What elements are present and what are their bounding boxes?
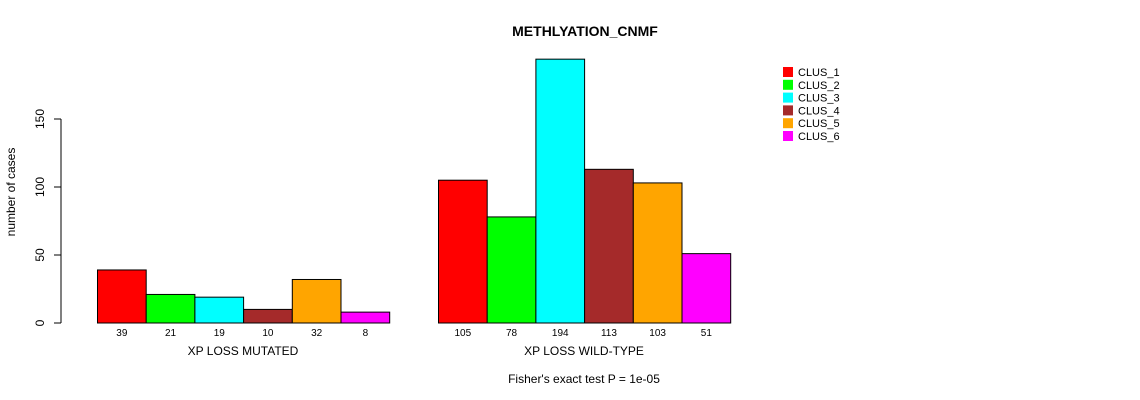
bar-clus-5-group-2 xyxy=(632,182,683,324)
bar-value-label: 113 xyxy=(601,328,617,339)
bar-clus-4-group-2 xyxy=(584,168,634,324)
legend-label-clus-3: CLUS_3 xyxy=(798,93,840,105)
bar-value-label: 10 xyxy=(262,328,274,339)
legend-swatch-clus-3 xyxy=(783,92,793,103)
legend-swatch-clus-1 xyxy=(783,67,793,77)
legend-swatch-clus-6 xyxy=(783,131,793,141)
group-label-mutated: XP LOSS MUTATED xyxy=(188,344,299,358)
group-label-wild-type: XP LOSS WILD-TYPE xyxy=(524,344,644,358)
bar-value-label: 39 xyxy=(116,328,128,339)
bar-value-label: 51 xyxy=(701,328,713,339)
legend-swatch-clus-4 xyxy=(783,105,793,116)
legend-label-clus-4: CLUS_4 xyxy=(798,105,840,117)
chart-title: METHLYATION_CNMF xyxy=(512,23,658,39)
bar-value-label: 8 xyxy=(363,328,369,339)
bars xyxy=(97,58,732,324)
legend-label-clus-6: CLUS_6 xyxy=(798,131,840,143)
bar-value-label: 103 xyxy=(649,328,666,339)
bar-clus-2-group-1 xyxy=(145,293,196,324)
bar-clus-2-group-2 xyxy=(486,216,537,324)
legend-label-clus-5: CLUS_5 xyxy=(798,118,840,130)
bar-clus-6-group-1 xyxy=(340,311,391,324)
legend-label-clus-2: CLUS_2 xyxy=(798,80,840,92)
bar-value-label: 194 xyxy=(552,328,569,339)
bar-clus-3-group-2 xyxy=(535,58,586,324)
legend-swatch-clus-5 xyxy=(783,118,793,129)
y-axis-label: number of cases xyxy=(4,148,18,237)
bar-clus-1-group-1 xyxy=(97,269,147,324)
fisher-test-footer: Fisher's exact test P = 1e-05 xyxy=(508,372,660,386)
bar-clus-6-group-2 xyxy=(681,253,732,324)
value-labels: 39 21 19 10 32 8 105 78 194 113 103 51 xyxy=(116,328,712,339)
y-tick-label: 0 xyxy=(33,319,47,326)
y-tick-label: 50 xyxy=(33,248,47,262)
bar-value-label: 21 xyxy=(165,328,177,339)
bar-clus-4-group-1 xyxy=(243,308,293,324)
bar-clus-1-group-2 xyxy=(438,179,488,324)
legend-label-clus-1: CLUS_1 xyxy=(798,67,840,79)
bar-clus-5-group-1 xyxy=(291,278,342,324)
bar-value-label: 78 xyxy=(506,328,518,339)
y-tick-label: 150 xyxy=(33,109,47,129)
bar-value-label: 32 xyxy=(311,328,323,339)
bar-value-label: 19 xyxy=(214,328,226,339)
bar-clus-3-group-1 xyxy=(194,296,245,324)
bar-value-label: 105 xyxy=(455,328,472,339)
y-tick-label: 100 xyxy=(33,177,47,197)
legend-swatch-clus-2 xyxy=(783,79,793,90)
y-axis: 0 50 100 150 xyxy=(33,109,62,326)
